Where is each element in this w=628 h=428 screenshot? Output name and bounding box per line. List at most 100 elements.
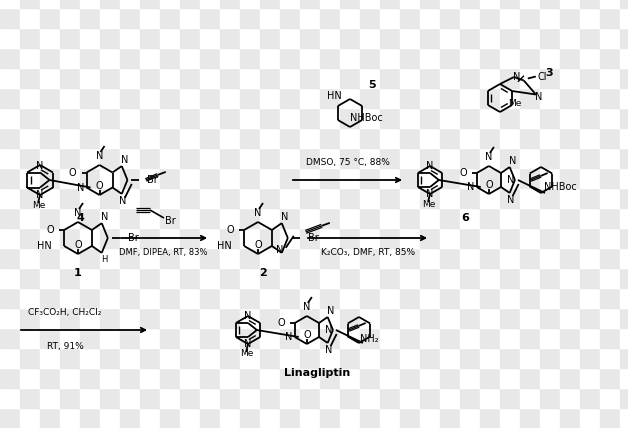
- Bar: [440, 148, 460, 168]
- Bar: [440, 168, 460, 188]
- Bar: [0, 408, 20, 428]
- Bar: [80, 48, 100, 68]
- Bar: [360, 408, 380, 428]
- Text: Me: Me: [422, 199, 435, 208]
- Bar: [480, 0, 500, 8]
- Bar: [540, 168, 560, 188]
- Bar: [60, 0, 80, 8]
- Bar: [260, 148, 280, 168]
- Bar: [340, 108, 360, 128]
- Bar: [340, 248, 360, 268]
- Bar: [180, 208, 200, 228]
- Bar: [40, 0, 60, 8]
- Bar: [620, 248, 628, 268]
- Bar: [460, 328, 480, 348]
- Bar: [320, 108, 340, 128]
- Bar: [160, 128, 180, 148]
- Bar: [480, 148, 500, 168]
- Bar: [440, 328, 460, 348]
- Bar: [480, 308, 500, 328]
- Bar: [100, 8, 120, 28]
- Bar: [240, 328, 260, 348]
- Bar: [40, 8, 60, 28]
- Bar: [480, 48, 500, 68]
- Bar: [300, 48, 320, 68]
- Bar: [520, 248, 540, 268]
- Bar: [100, 348, 120, 368]
- Bar: [600, 388, 620, 408]
- Bar: [380, 0, 400, 8]
- Bar: [420, 168, 440, 188]
- Bar: [580, 308, 600, 328]
- Bar: [300, 308, 320, 328]
- Bar: [400, 228, 420, 248]
- Bar: [280, 0, 300, 8]
- Bar: [460, 88, 480, 108]
- Bar: [0, 148, 20, 168]
- Text: N: N: [74, 208, 82, 218]
- Bar: [60, 88, 80, 108]
- Bar: [440, 88, 460, 108]
- Bar: [560, 48, 580, 68]
- Bar: [260, 48, 280, 68]
- Bar: [280, 48, 300, 68]
- Bar: [340, 148, 360, 168]
- Bar: [120, 288, 140, 308]
- Bar: [480, 228, 500, 248]
- Bar: [560, 388, 580, 408]
- Bar: [500, 208, 520, 228]
- Bar: [500, 228, 520, 248]
- Bar: [180, 148, 200, 168]
- Bar: [320, 148, 340, 168]
- Bar: [120, 208, 140, 228]
- Bar: [0, 28, 20, 48]
- Bar: [600, 308, 620, 328]
- Bar: [200, 348, 220, 368]
- Bar: [200, 28, 220, 48]
- Bar: [180, 168, 200, 188]
- Bar: [0, 68, 20, 88]
- Bar: [240, 68, 260, 88]
- Bar: [360, 348, 380, 368]
- Bar: [280, 288, 300, 308]
- Bar: [60, 8, 80, 28]
- Bar: [620, 8, 628, 28]
- Bar: [160, 288, 180, 308]
- Bar: [340, 0, 360, 8]
- Bar: [60, 248, 80, 268]
- Bar: [120, 68, 140, 88]
- Bar: [520, 188, 540, 208]
- Bar: [300, 188, 320, 208]
- Bar: [100, 28, 120, 48]
- Bar: [360, 308, 380, 328]
- Bar: [20, 0, 40, 8]
- Bar: [560, 148, 580, 168]
- Bar: [60, 48, 80, 68]
- Bar: [340, 168, 360, 188]
- Bar: [40, 408, 60, 428]
- Bar: [540, 108, 560, 128]
- Bar: [580, 288, 600, 308]
- Bar: [440, 248, 460, 268]
- Bar: [200, 328, 220, 348]
- Bar: [60, 228, 80, 248]
- Bar: [160, 108, 180, 128]
- Bar: [540, 228, 560, 248]
- Bar: [340, 48, 360, 68]
- Bar: [200, 128, 220, 148]
- Bar: [60, 148, 80, 168]
- Bar: [220, 368, 240, 388]
- Bar: [340, 88, 360, 108]
- Bar: [360, 368, 380, 388]
- Bar: [620, 108, 628, 128]
- Bar: [600, 208, 620, 228]
- Text: O: O: [485, 180, 493, 190]
- Bar: [620, 68, 628, 88]
- Bar: [120, 88, 140, 108]
- Bar: [320, 8, 340, 28]
- Bar: [500, 248, 520, 268]
- Bar: [340, 128, 360, 148]
- Bar: [240, 188, 260, 208]
- Bar: [260, 168, 280, 188]
- Bar: [600, 408, 620, 428]
